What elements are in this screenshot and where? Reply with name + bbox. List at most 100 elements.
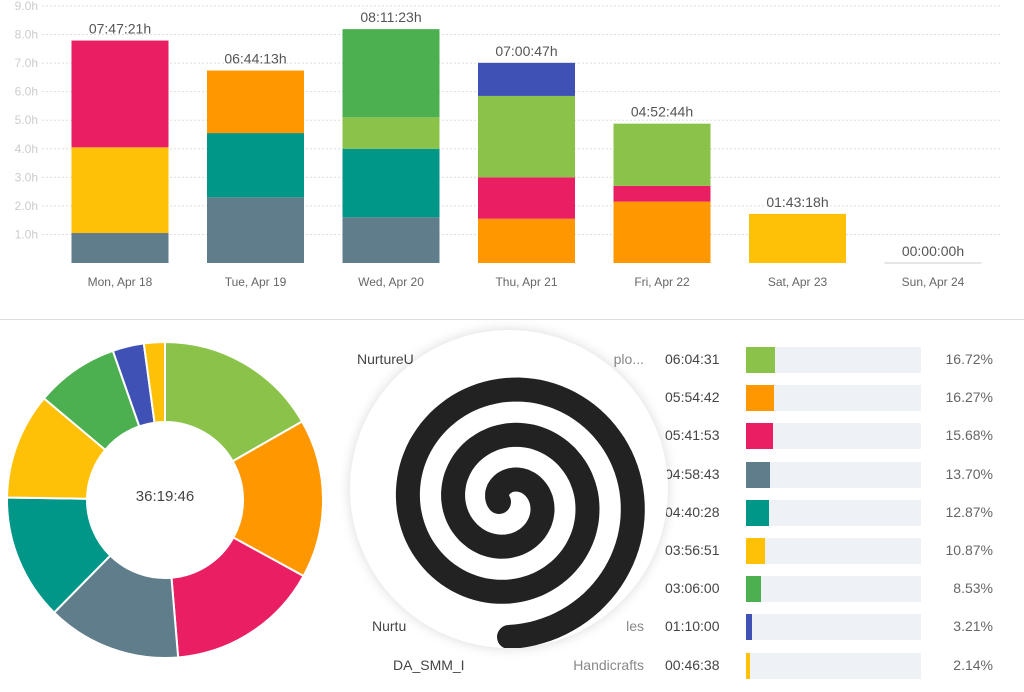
y-tick-label: 1.0h: [15, 227, 38, 241]
project-name-tail: plo...: [613, 351, 644, 367]
x-tick-label: Fri, Apr 22: [634, 275, 690, 289]
project-duration: 04:40:28: [665, 503, 720, 520]
bar-segment: [342, 217, 440, 263]
percent-bar-fill: [746, 385, 775, 412]
percent-bar: [746, 499, 921, 526]
bar-total-label: 07:47:21h: [89, 21, 151, 37]
bar-segment: [71, 233, 169, 263]
bar-segment: [478, 62, 575, 96]
project-duration: 05:54:42: [665, 389, 720, 406]
project-percent: 2.14%: [953, 656, 993, 673]
y-tick-label: 6.0h: [15, 85, 38, 99]
bar-segment: [613, 201, 711, 263]
spiral-loading-icon: [395, 377, 645, 648]
bar-segment: [342, 117, 440, 149]
percent-bar-fill: [746, 576, 761, 603]
y-tick-label: 9.0h: [15, 0, 38, 13]
project-row[interactable]: Nurtu les 01:10:00 3.21%: [340, 614, 1024, 641]
percent-bar: [746, 385, 921, 412]
bar-segment: [478, 218, 575, 263]
divider: [0, 319, 1024, 320]
x-tick-label: Thu, Apr 21: [495, 275, 557, 289]
percent-bar: [746, 461, 921, 488]
donut-slice: [142, 340, 166, 424]
project-duration: 05:41:53: [665, 427, 720, 444]
project-row[interactable]: 03:06:00 8.53%: [340, 576, 1024, 603]
y-tick-label: 3.0h: [15, 170, 38, 184]
y-tick-label: 8.0h: [15, 28, 38, 42]
x-tick-label: Mon, Apr 18: [88, 275, 153, 289]
bar-total-label: 06:44:13h: [224, 51, 286, 67]
project-row[interactable]: NurtureU_ plo... 06:04:31 16.72%: [340, 347, 1024, 373]
y-tick-label: 4.0h: [15, 142, 38, 156]
y-tick-label: 5.0h: [15, 113, 38, 127]
bar-segment: [207, 133, 304, 198]
percent-bar-fill: [746, 423, 774, 450]
percent-bar: [746, 538, 921, 564]
bar-total-label: 00:00:00h: [902, 243, 964, 259]
percent-bar: [746, 614, 921, 641]
project-percent: 16.72%: [945, 351, 993, 367]
project-percent: 15.68%: [945, 427, 993, 444]
bar-segment: [342, 29, 440, 118]
project-percent: 13.70%: [945, 465, 993, 482]
project-row[interactable]: 05:54:42 16.27%: [340, 385, 1024, 412]
bar-total-label: 04:52:44h: [631, 104, 693, 120]
percent-bar-fill: [746, 652, 750, 679]
project-duration: 01:10:00: [665, 618, 720, 635]
bar-segment: [71, 147, 169, 234]
project-percent: 12.87%: [945, 503, 993, 520]
donut-slice: [231, 420, 324, 578]
percent-bar-fill: [746, 614, 752, 641]
bar-segment: [613, 185, 711, 202]
project-donut-chart: [6, 340, 324, 659]
project-row[interactable]: 04:58:43 13.70%: [340, 461, 1024, 488]
project-duration: 06:04:31: [665, 351, 720, 367]
percent-bar-fill: [746, 499, 769, 526]
x-tick-label: Sun, Apr 24: [902, 275, 965, 289]
project-row[interactable]: DA_SMM_I Handicrafts 00:46:38 2.14%: [340, 652, 1024, 679]
x-tick-label: Tue, Apr 19: [225, 275, 287, 289]
percent-bar-fill: [746, 347, 776, 373]
bar-segment: [342, 148, 440, 218]
percent-bar: [746, 576, 921, 603]
bar-total-label: 01:43:18h: [766, 194, 828, 210]
project-row[interactable]: 03:56:51 10.87%: [340, 538, 1024, 564]
project-row[interactable]: 04:40:28 12.87%: [340, 499, 1024, 526]
y-tick-label: 2.0h: [15, 199, 38, 213]
bar-segment: [207, 197, 304, 263]
percent-bar: [746, 423, 921, 450]
donut-total: 36:19:46: [135, 488, 195, 505]
percent-bar: [746, 652, 921, 679]
spiral-path: [395, 377, 645, 648]
bar-segment: [749, 213, 846, 263]
project-name-tail: Handicrafts: [573, 656, 644, 673]
percent-bar-fill: [746, 538, 766, 564]
project-percent: 8.53%: [953, 580, 993, 597]
project-name: NurtureU_: [357, 351, 422, 367]
project-duration: 04:58:43: [665, 465, 720, 482]
project-duration: 03:06:00: [665, 580, 720, 597]
project-percent: 16.27%: [945, 389, 993, 406]
bar-segment: [207, 70, 304, 134]
project-percent: 3.21%: [953, 618, 993, 635]
project-row[interactable]: 05:41:53 15.68%: [340, 423, 1024, 450]
project-duration: 03:56:51: [665, 542, 720, 558]
project-name: Nurtu: [372, 618, 407, 635]
bar-segment: [478, 177, 575, 219]
project-name-tail: les: [626, 618, 644, 635]
bar-segment: [71, 40, 169, 148]
loading-overlay: [350, 330, 668, 648]
project-name: DA_SMM_I: [393, 656, 465, 673]
bar-total-label: 08:11:23h: [360, 9, 421, 25]
bar-segment: [478, 95, 575, 178]
percent-bar: [746, 347, 921, 373]
percent-bar-fill: [746, 461, 770, 488]
y-tick-label: 7.0h: [15, 56, 38, 70]
bar-segment: [613, 123, 711, 186]
bar-total-label: 07:00:47h: [495, 43, 557, 59]
project-percent: 10.87%: [945, 542, 993, 558]
x-tick-label: Sat, Apr 23: [768, 275, 828, 289]
project-duration: 00:46:38: [665, 656, 720, 673]
x-tick-label: Wed, Apr 20: [358, 275, 424, 289]
